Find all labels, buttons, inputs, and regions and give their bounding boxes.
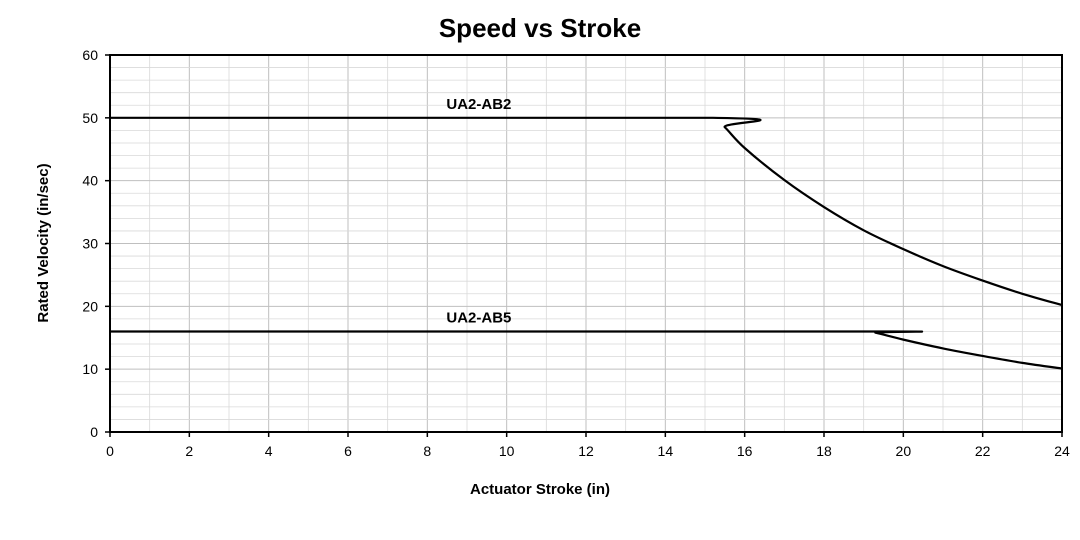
series-label-ua2-ab2: UA2-AB2 <box>446 96 511 113</box>
x-tick-label: 22 <box>975 443 991 459</box>
y-tick-label: 50 <box>82 110 98 126</box>
x-axis-ticks: 0 2 4 6 8 10 12 14 16 18 20 22 24 <box>106 432 1070 459</box>
series-line-ua2-ab5 <box>110 330 1063 370</box>
y-axis-label: Rated Velocity (in/sec) <box>35 163 52 322</box>
x-tick-label: 8 <box>423 443 431 459</box>
y-tick-label: 30 <box>82 236 98 252</box>
series-label-ua2-ab5: UA2-AB5 <box>446 309 511 326</box>
x-tick-label: 24 <box>1054 443 1070 459</box>
x-axis-label: Actuator Stroke (in) <box>470 481 610 498</box>
y-tick-label: 20 <box>82 298 98 314</box>
chart-title: Speed vs Stroke <box>439 13 641 43</box>
y-axis-ticks: 0 10 20 30 40 50 60 <box>82 47 110 440</box>
x-tick-label: 14 <box>658 443 674 459</box>
x-tick-label: 16 <box>737 443 753 459</box>
series-labels: UA2-AB2 UA2-AB5 <box>446 96 511 327</box>
x-tick-label: 18 <box>816 443 832 459</box>
grid <box>110 55 1062 432</box>
y-tick-label: 0 <box>90 424 98 440</box>
series-lines <box>110 116 1063 370</box>
x-tick-label: 4 <box>265 443 273 459</box>
x-tick-label: 2 <box>185 443 193 459</box>
x-tick-label: 12 <box>578 443 594 459</box>
y-tick-label: 10 <box>82 361 98 377</box>
x-tick-label: 20 <box>896 443 912 459</box>
x-tick-label: 6 <box>344 443 352 459</box>
x-tick-label: 10 <box>499 443 515 459</box>
y-tick-label: 60 <box>82 47 98 63</box>
y-tick-label: 40 <box>82 173 98 189</box>
series-line-ua2-ab2 <box>110 116 1063 307</box>
x-tick-label: 0 <box>106 443 114 459</box>
